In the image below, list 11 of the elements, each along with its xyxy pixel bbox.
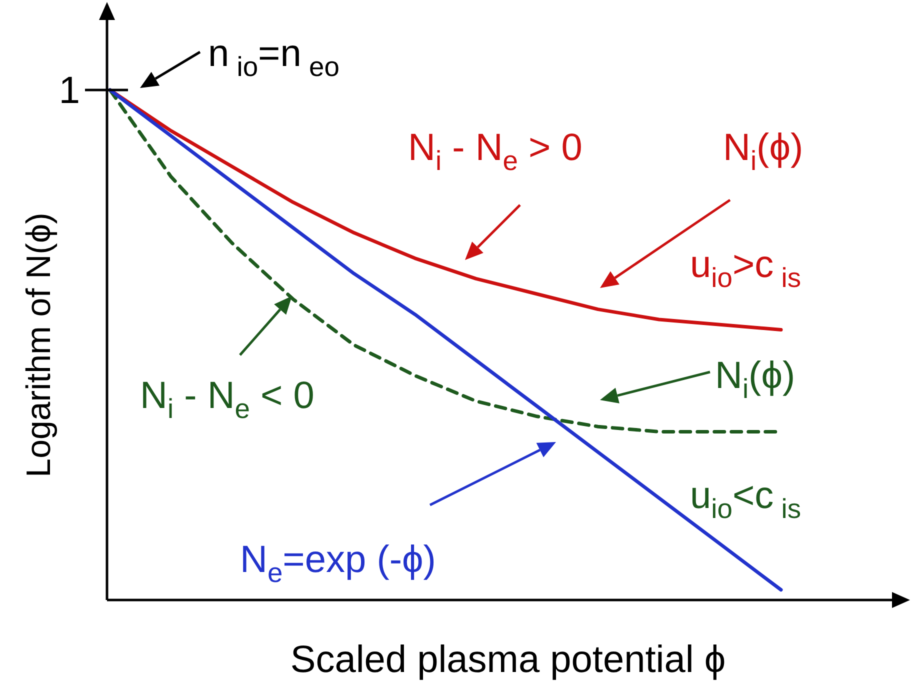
x-axis-title: Scaled plasma potential ϕ: [290, 639, 726, 681]
annotation: u$_{io}$<c $_{is}$: [690, 475, 802, 524]
legend-label: N$_{i}$(ϕ): [715, 355, 796, 404]
text: N$_{i}$(ϕ): [723, 127, 804, 176]
text: N$_{e}$=exp (-ϕ): [240, 539, 436, 588]
y-axis-title: Logarithm of N(ϕ): [20, 212, 58, 478]
annotation: 1: [58, 70, 80, 112]
annotation: u$_{io}$>c $_{is}$: [690, 244, 802, 293]
text: n $_{io}$=n $_{eo}$: [208, 33, 340, 82]
annotation: N$_{i}$ - N$_{e}$ < 0: [140, 375, 314, 424]
annotation: N$_{i}$ - N$_{e}$ > 0: [408, 127, 582, 176]
